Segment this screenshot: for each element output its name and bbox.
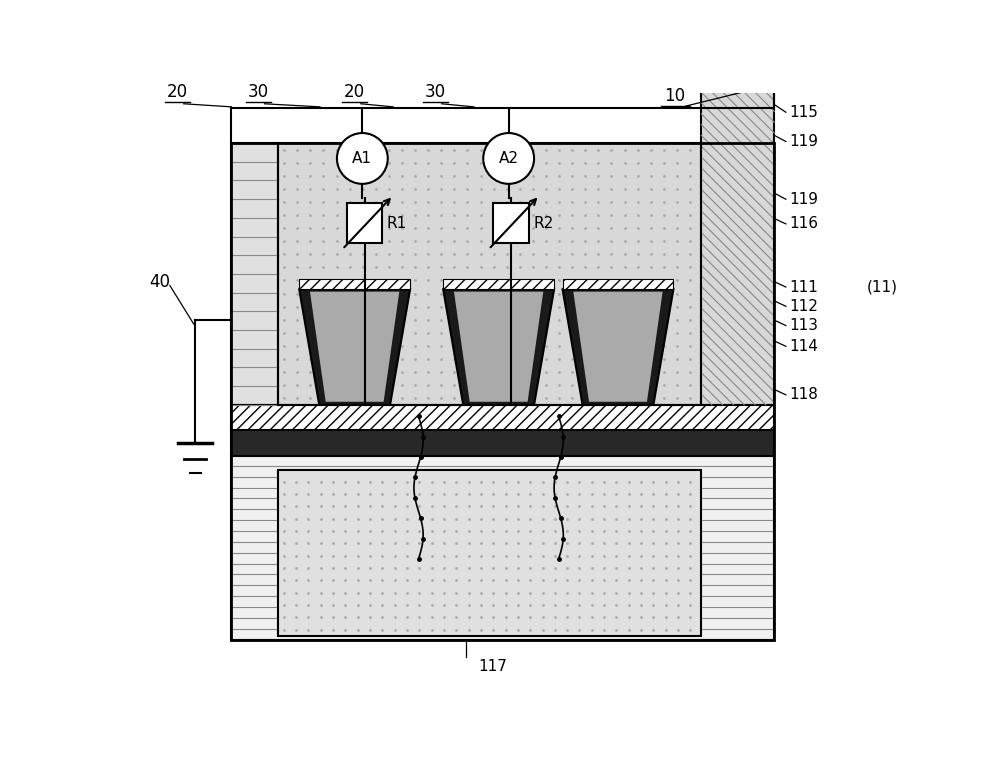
Polygon shape [299, 289, 410, 405]
Text: 20: 20 [344, 83, 365, 101]
Bar [231, 405, 774, 430]
Text: (11): (11) [867, 280, 898, 294]
Bar [563, 278, 673, 289]
Text: 111: 111 [789, 280, 818, 294]
Text: 119: 119 [789, 191, 818, 207]
Text: 113: 113 [789, 318, 818, 333]
Polygon shape [573, 291, 663, 401]
Text: 30: 30 [248, 83, 269, 101]
Bar [231, 429, 774, 456]
Bar [299, 278, 410, 289]
Text: 40: 40 [149, 273, 170, 291]
Text: 115: 115 [789, 105, 818, 120]
Text: 117: 117 [479, 660, 508, 674]
Bar [278, 143, 701, 405]
Bar [231, 143, 278, 405]
Bar [493, 203, 529, 243]
Text: 119: 119 [789, 134, 818, 149]
Circle shape [337, 133, 388, 184]
Text: A1: A1 [352, 151, 372, 166]
Text: A2: A2 [499, 151, 519, 166]
Text: 30: 30 [425, 83, 446, 101]
Text: R1: R1 [387, 215, 407, 231]
Polygon shape [454, 291, 543, 401]
Text: 20: 20 [167, 83, 188, 101]
Bar [347, 203, 382, 243]
Bar [701, 89, 774, 405]
Polygon shape [310, 291, 399, 401]
Bar [278, 143, 701, 405]
Polygon shape [443, 289, 554, 405]
Text: R2: R2 [533, 215, 554, 231]
Bar [231, 455, 774, 639]
Text: 114: 114 [789, 339, 818, 354]
Text: 118: 118 [789, 388, 818, 402]
Text: 10: 10 [664, 87, 685, 105]
Circle shape [483, 133, 534, 184]
Bar [231, 143, 774, 639]
Text: 112: 112 [789, 299, 818, 314]
Bar [278, 470, 701, 636]
Polygon shape [563, 289, 673, 405]
Bar [443, 278, 554, 289]
Bar [278, 470, 701, 636]
Text: 116: 116 [789, 216, 818, 232]
